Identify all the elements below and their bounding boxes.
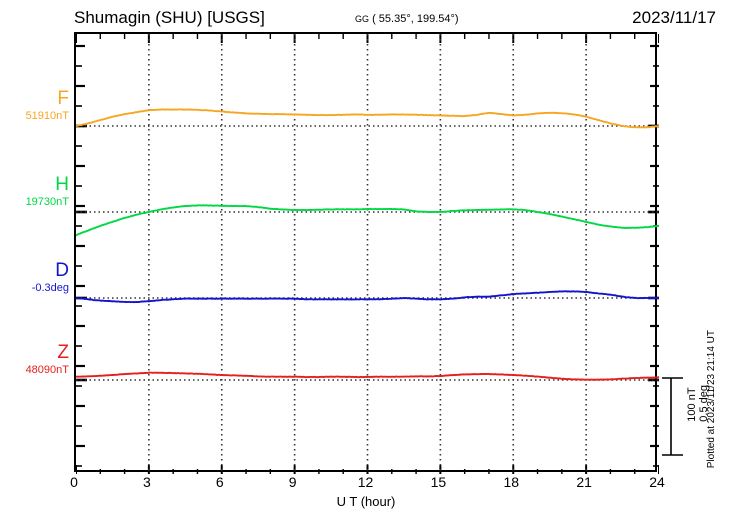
magnetogram-plot — [76, 34, 659, 474]
plot-frame — [74, 32, 659, 474]
geographic-coordinates: GG ( 55.35°, 199.54°) — [355, 13, 459, 25]
trace-label-h: H 19730nT — [26, 174, 69, 208]
vertical-gridlines — [148, 34, 587, 474]
x-tick-label-21: 21 — [576, 474, 592, 490]
trace-letter-d: D — [55, 260, 69, 281]
x-tick-label-9: 9 — [288, 474, 297, 490]
trace-value-d: -0.3deg — [31, 282, 69, 294]
trace-value-z: 48090nT — [25, 364, 69, 376]
trace-letter-z: Z — [57, 342, 69, 363]
trace-label-d: D -0.3deg — [32, 260, 69, 294]
x-tick-label-0: 0 — [70, 474, 78, 490]
x-tick-label-24: 24 — [649, 474, 665, 490]
trace-lines — [76, 108, 659, 381]
trace-value-f: 51910nT — [25, 110, 69, 122]
trace-label-z: Z 48090nT — [26, 342, 69, 376]
x-axis-label: U T (hour) — [336, 494, 396, 509]
observation-date: 2023/11/17 — [632, 8, 716, 27]
trace-value-h: 19730nT — [25, 196, 69, 208]
x-tick-label-15: 15 — [430, 474, 447, 490]
coords-prefix: GG — [355, 14, 370, 24]
scale-label-nt: 100 nT — [686, 387, 698, 422]
plotted-at-timestamp: Plotted at 2023/11/23 21:14 UT — [706, 330, 717, 469]
trace-letter-f: F — [57, 88, 69, 109]
trace-label-f: F 51910nT — [26, 88, 69, 122]
x-tick-label-6: 6 — [215, 474, 224, 490]
trace-letter-h: H — [55, 174, 69, 195]
x-tick-label-12: 12 — [357, 474, 374, 490]
station-title: Shumagin (SHU) [USGS] — [74, 8, 265, 27]
x-tick-label-18: 18 — [503, 474, 520, 490]
scale-bar-icon — [662, 377, 683, 456]
coords-value: ( 55.35°, 199.54°) — [372, 13, 459, 25]
x-tick-label-3: 3 — [142, 474, 151, 490]
